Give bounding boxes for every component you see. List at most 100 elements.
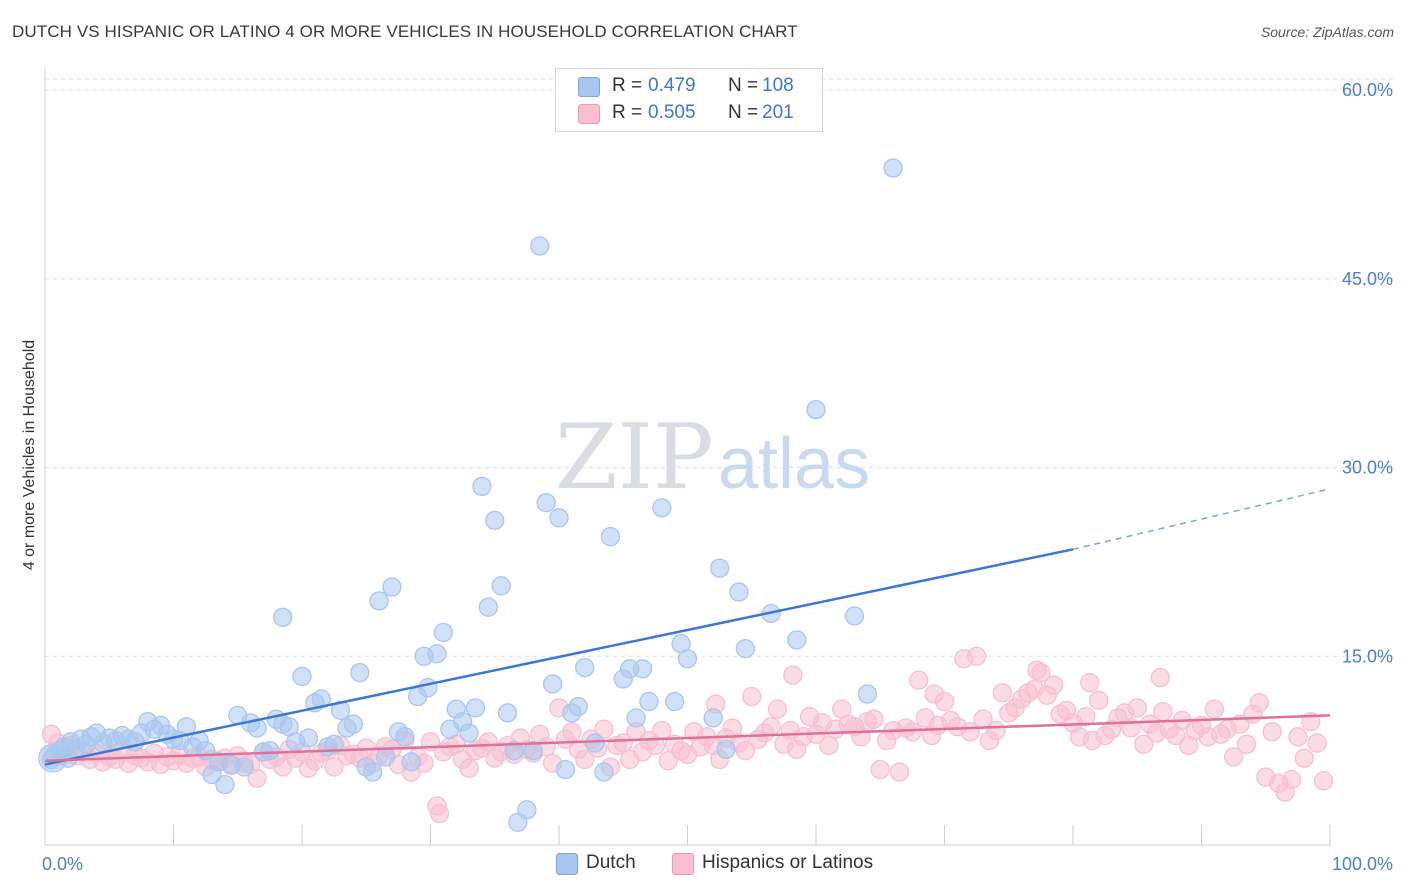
y-tick-label: 30.0% — [1342, 458, 1393, 478]
hispanics-point — [909, 670, 929, 690]
dutch-point — [401, 752, 421, 772]
hispanics-point — [902, 722, 923, 742]
hispanics-point — [1150, 667, 1171, 688]
hispanics-point — [1294, 748, 1314, 768]
dutch-point — [478, 597, 498, 617]
dutch-point — [709, 558, 730, 578]
hispanics-point — [735, 740, 755, 761]
dutch-point — [375, 747, 396, 767]
dutch-point — [677, 649, 698, 669]
dutch-point — [215, 774, 235, 795]
dutch-point — [382, 577, 402, 597]
dutch-point — [504, 740, 524, 761]
dutch-point — [600, 527, 621, 547]
dutch-point — [883, 158, 903, 178]
hispanics-point — [1281, 769, 1302, 790]
hispanics-point — [1288, 727, 1308, 747]
dutch-point — [523, 740, 543, 761]
hispanics-point — [870, 759, 890, 780]
dutch-trend-extension — [1072, 488, 1331, 551]
hispanics-point — [1127, 698, 1147, 718]
dutch-point — [472, 476, 492, 497]
dutch-point — [729, 582, 749, 602]
legend-swatch-dutch — [578, 77, 600, 97]
source-label: Source: ZipAtlas.com — [1260, 24, 1394, 40]
hispanics-point — [613, 733, 633, 753]
legend-r-value: 0.479 — [648, 75, 696, 96]
dutch-point — [395, 727, 415, 747]
x-tick-label: 0.0% — [42, 854, 83, 874]
dutch-point — [639, 691, 659, 712]
watermark-atlas: atlas — [718, 424, 870, 504]
hispanics-point — [819, 735, 839, 756]
hispanics-point — [924, 684, 944, 704]
dutch-point — [806, 399, 826, 420]
dutch-point — [568, 696, 588, 717]
hispanics-point — [1080, 673, 1100, 693]
legend-r-label: R = — [612, 75, 643, 96]
y-tick-label: 15.0% — [1342, 646, 1393, 666]
dutch-point — [234, 757, 254, 777]
dutch-point — [787, 630, 807, 650]
dutch-point — [555, 759, 576, 780]
dutch-point — [369, 591, 389, 611]
hispanics-point — [1153, 701, 1173, 722]
bottom-legend-label: Hispanics or Latinos — [702, 852, 874, 873]
hispanics-point — [761, 717, 781, 737]
hispanics-point — [459, 758, 479, 778]
bottom-legend-label: Dutch — [586, 852, 636, 873]
dutch-point — [260, 740, 280, 761]
dutch-point — [311, 689, 331, 709]
series-dutch — [38, 158, 903, 832]
dutch-point — [549, 508, 569, 528]
dutch-point — [343, 714, 364, 734]
hispanics-point — [324, 757, 344, 777]
legend-n-value: 108 — [762, 75, 794, 96]
dutch-point — [298, 728, 319, 748]
dutch-point — [350, 662, 370, 683]
dutch-point — [542, 674, 563, 694]
hispanics-point — [966, 646, 987, 666]
stats-legend: R = 0.479 N = 108 R = 0.505 N = 201 — [555, 68, 823, 132]
hispanics-point — [1076, 707, 1096, 727]
hispanics-point — [658, 751, 678, 771]
hispanics-point — [562, 722, 582, 742]
hispanics-point — [889, 762, 910, 782]
hispanics-point — [783, 665, 803, 685]
dutch-point — [632, 659, 653, 679]
dutch-point — [517, 800, 537, 820]
legend-r-value: 0.505 — [648, 102, 696, 123]
hispanics-point — [1313, 771, 1334, 791]
dutch-point — [594, 762, 614, 782]
x-tick-labels: 0.0% 100.0% — [42, 854, 1393, 874]
hispanics-point — [1307, 733, 1327, 753]
dutch-point — [459, 723, 479, 743]
dutch-point — [703, 708, 723, 728]
dutch-point — [363, 762, 383, 782]
legend-n-label: N = — [728, 75, 759, 96]
y-tick-label: 60.0% — [1342, 80, 1393, 100]
dutch-point — [536, 493, 556, 513]
hispanics-trend-line — [44, 714, 1331, 762]
dutch-point — [716, 739, 736, 760]
hispanics-point — [864, 709, 884, 729]
dutch-point — [433, 622, 454, 642]
hispanics-point — [1044, 675, 1064, 695]
dutch-point — [465, 698, 486, 718]
watermark-zip: ZIP — [555, 405, 714, 510]
hispanics-point — [742, 686, 762, 707]
dutch-point — [38, 743, 68, 773]
bottom-legend-swatch-dutch — [556, 853, 578, 875]
series-hispanics — [41, 646, 1334, 824]
legend-n-label: N = — [728, 102, 759, 123]
dutch-point — [665, 691, 685, 712]
axes — [44, 68, 1331, 846]
hispanics-point — [1027, 660, 1047, 680]
dutch-point — [626, 708, 646, 728]
dutch-point — [497, 703, 518, 723]
dutch-trend-line — [44, 548, 1074, 766]
hispanics-point — [1236, 734, 1257, 754]
hispanics-point — [1204, 699, 1224, 719]
dutch-point — [575, 657, 595, 678]
watermark: ZIP atlas — [555, 405, 870, 510]
